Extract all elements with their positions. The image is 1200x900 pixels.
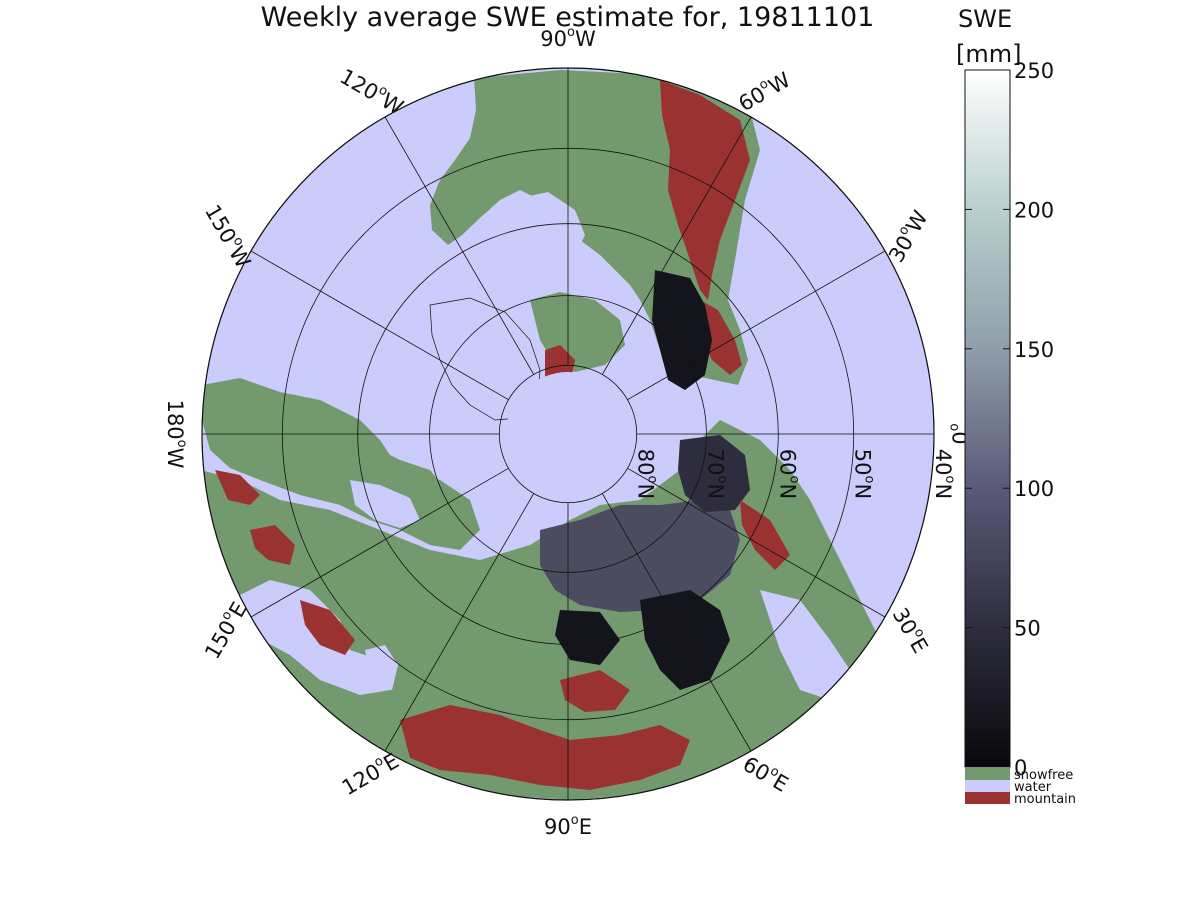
colorbar: SWE [mm] 0 50 100 150 200 250 snowfreewatermo… — [956, 5, 1076, 807]
polar-cap — [506, 372, 630, 496]
meridian — [627, 467, 886, 618]
meridian — [627, 250, 886, 401]
category-label-snowfree: snowfree — [1014, 768, 1073, 783]
graticule — [201, 67, 935, 801]
baltic-sea — [350, 480, 420, 528]
category-swatch-water — [965, 780, 1010, 792]
siberia-dark-patches — [640, 590, 730, 690]
category-label-mountain: mountain — [1014, 792, 1076, 807]
lon-label-lon-180w: 180oW — [163, 400, 190, 469]
east-siberia-snow — [678, 435, 750, 512]
latitude-labels: 80oN 70oN 60oN 50oN 40oN — [634, 449, 958, 499]
lat-label-lat-40n: 40oN — [931, 449, 958, 499]
meridian — [250, 250, 509, 401]
lon-label-lon-30e: 30oE — [888, 602, 935, 657]
lon-label-lon-150e: 150oE — [198, 597, 252, 663]
lon-label-lon-60w: 60oW — [733, 65, 794, 116]
lon-label-lon-90e: 90oE — [544, 813, 592, 840]
colorbar-title-line2: [mm] — [956, 40, 1021, 68]
lon-label-lon-30w: 30oW — [882, 205, 933, 266]
east-asia-mountain — [740, 500, 790, 570]
lat-label-lat-70n: 70oN — [703, 449, 730, 499]
lon-label-lon-60e: 60oE — [739, 750, 794, 797]
siberia-dark-2 — [555, 610, 620, 665]
lon-label-lon-150w: 150oW — [200, 199, 257, 272]
alps-mountain — [250, 525, 295, 565]
scandinavia — [330, 440, 450, 515]
lon-label-lon-120w: 120oW — [336, 62, 409, 119]
meridian — [384, 493, 535, 752]
siberia-snow — [540, 500, 740, 612]
lat-label-lat-60n: 60oN — [775, 449, 802, 499]
himalaya-mountain — [400, 705, 690, 790]
caspian-sea — [365, 645, 398, 690]
colorbar-tick-label: 250 — [1014, 59, 1054, 83]
mediterranean — [230, 580, 390, 695]
lon-label-lon-120e: 120oE — [337, 746, 403, 800]
colorbar-tick-label: 50 — [1014, 617, 1041, 641]
colorbar-tick-label: 100 — [1014, 477, 1054, 501]
colorbar-tick-label: 0 — [1014, 756, 1027, 780]
map-disc — [202, 68, 934, 800]
rockies-mountain — [660, 80, 750, 300]
meridian — [250, 467, 509, 618]
meridian — [601, 116, 752, 375]
colorbar-title-line1: SWE — [958, 5, 1012, 33]
map-title: Weekly average SWE estimate for, 1981110… — [260, 2, 875, 33]
alaska-mountain — [700, 300, 742, 375]
category-label-water: water — [1014, 780, 1052, 795]
east-asia-sea — [760, 590, 850, 700]
colorbar-ticks: 0 50 100 150 200 250 — [965, 59, 1054, 780]
meridian — [384, 116, 535, 375]
altai-mountain — [560, 670, 630, 712]
lon-label-lon-90w: 90oW — [540, 25, 596, 52]
category-swatch-mountain — [965, 792, 1010, 804]
category-swatch-snowfree — [965, 768, 1010, 780]
lat-label-lat-80n: 80oN — [634, 449, 661, 499]
colorbar-tick-label: 150 — [1014, 338, 1054, 362]
caucasus-mountain — [300, 600, 355, 655]
iberia-mountain — [215, 470, 260, 505]
lat-label-lat-50n: 50oN — [851, 449, 878, 499]
meridian — [601, 493, 752, 752]
colorbar-tick-label: 200 — [1014, 198, 1054, 222]
colorbar-scale — [964, 69, 1011, 768]
